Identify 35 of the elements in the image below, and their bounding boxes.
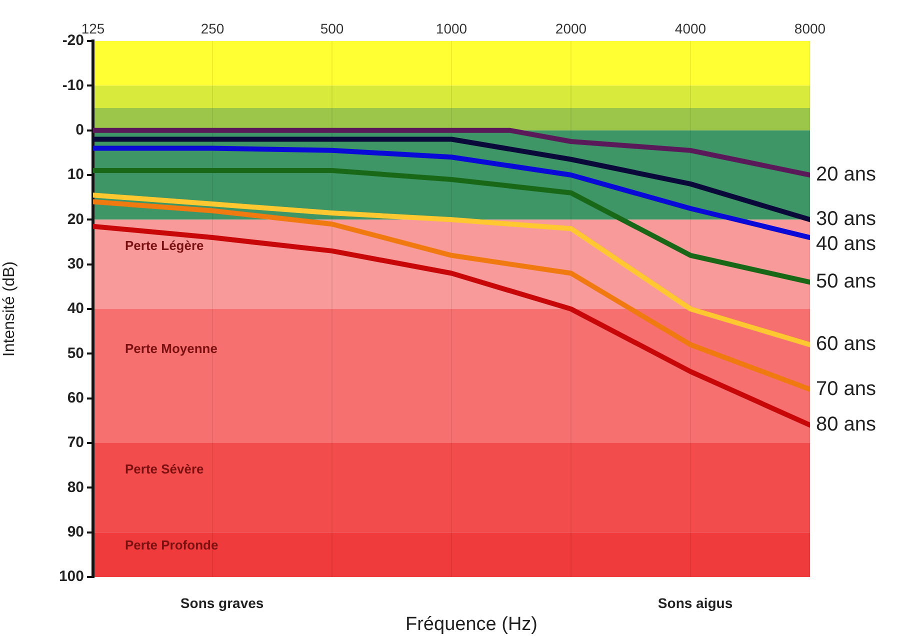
x-axis-title: Fréquence (Hz)	[406, 614, 538, 636]
band-label: Perte Sévère	[125, 461, 204, 476]
band-label: Perte Profonde	[125, 537, 218, 552]
series-label: 20 ans	[816, 164, 876, 186]
y-tick-label: -10	[62, 76, 84, 94]
y-tick-label: 40	[67, 300, 84, 318]
x-tick-label: 250	[200, 20, 224, 36]
y-tick-label: 90	[67, 523, 84, 540]
y-tick-label: 0	[76, 121, 84, 138]
y-tick-label: 80	[67, 478, 84, 496]
series-label: 80 ans	[816, 414, 876, 436]
y-tick-label: 70	[67, 434, 84, 452]
y-tick-label: 100	[58, 568, 84, 586]
y-tick-label: -20	[62, 32, 84, 50]
band-label: Perte Moyenne	[125, 340, 218, 356]
x-tick-label: 8000	[794, 20, 826, 36]
y-axis-title: Intensité (dB)	[1, 261, 18, 357]
y-tick-label: 20	[67, 210, 84, 228]
y-tick-label: 30	[67, 255, 84, 272]
y-tick-label: 50	[67, 344, 84, 362]
y-tick-label: 60	[67, 389, 84, 406]
text: Sons graves	[180, 594, 264, 611]
x-tick-label: 2000	[555, 20, 587, 36]
series-label: 70 ans	[816, 378, 876, 400]
series-label: 30 ans	[816, 208, 876, 230]
y-tick-label: 10	[67, 166, 84, 184]
series-label: 40 ans	[816, 233, 876, 256]
x-tick-label: 125	[81, 20, 105, 36]
series-label: 60 ans	[816, 333, 876, 356]
band-label: Perte Légère	[125, 238, 204, 254]
series-label: 50 ans	[816, 270, 876, 293]
x-tick-label: 500	[320, 20, 344, 36]
text: Sons aigus	[658, 594, 733, 611]
x-tick-label: 1000	[436, 20, 468, 36]
x-tick-label: 4000	[674, 20, 706, 36]
